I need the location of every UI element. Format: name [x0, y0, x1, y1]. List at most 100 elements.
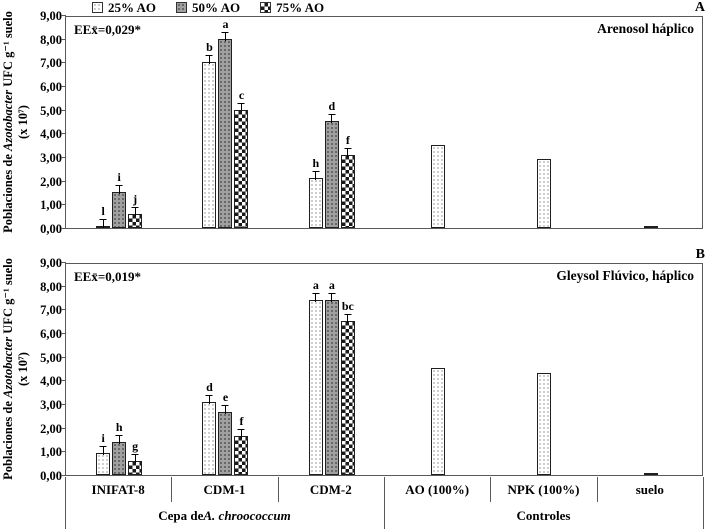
y-tick-mark: [61, 451, 66, 453]
x-category-cdm-2: CDM-2: [309, 481, 352, 497]
standard-error-annotation-a: EEx̄=0,029*: [74, 22, 141, 37]
bar-CDM-2-25% AO: h: [308, 156, 323, 228]
category-separator: [277, 477, 279, 502]
legend-item-50-ao: 50% AO: [176, 0, 240, 16]
legend-swatch-25-ao-icon: [92, 2, 103, 13]
significance-letter: g: [132, 439, 139, 453]
y-axis-title-pre: Poblaciones de: [1, 150, 15, 233]
legend-swatch-75-ao-icon: [260, 2, 272, 13]
y-tick-label: 9,00: [40, 256, 62, 270]
standard-error-annotation-b: EEx̄=0,019*: [74, 269, 141, 284]
significance-letter: f: [239, 414, 244, 428]
y-tick-label: 7,00: [40, 303, 62, 318]
significance-letter: h: [312, 156, 320, 170]
y-tick-mark: [61, 86, 66, 87]
error-bar: [344, 148, 352, 156]
y-tick-label: 4,00: [40, 127, 62, 142]
y-tick-label: 6,00: [40, 80, 62, 94]
bar-INIFAT-8-50% AO: h: [112, 420, 127, 475]
significance-letter: d: [206, 380, 213, 394]
error-bar: [312, 293, 320, 301]
error-bar: [221, 32, 229, 40]
y-tick-mark: [61, 285, 66, 287]
significance-letter: h: [115, 420, 123, 434]
significance-letter: l: [101, 204, 105, 218]
bar-suelo-suelo: [643, 226, 658, 228]
panel-title-b: Gleysol Flúvico, háplico: [556, 268, 694, 283]
error-bar: [328, 114, 336, 122]
x-category-ao-100: AO (100%): [405, 481, 470, 497]
y-tick-mark: [61, 333, 66, 334]
bar-AO (100%)-AO (100%): [431, 145, 446, 228]
group-label-controles: Controles: [384, 502, 703, 529]
legend-swatch-50-ao-icon: [176, 2, 188, 13]
y-tick-label: 5,00: [40, 350, 62, 365]
y-tick-label: 9,00: [40, 9, 62, 23]
y-tick-mark: [61, 427, 66, 429]
significance-letter: i: [117, 170, 121, 184]
bar-CDM-2-25% AO: a: [308, 278, 323, 475]
x-category-cdm-1: CDM-1: [203, 481, 246, 497]
significance-letter: b: [206, 40, 213, 54]
y-tick-label: 1,00: [40, 445, 62, 460]
bar-INIFAT-8-25% AO: l: [96, 204, 111, 228]
significance-letter: i: [101, 431, 105, 445]
y-tick-mark: [61, 262, 66, 263]
y-tick-label: 2,00: [40, 421, 62, 436]
y-tick-mark: [61, 356, 66, 358]
bar-group-AO (100%): [385, 264, 491, 475]
y-tick-label: 3,00: [40, 151, 62, 165]
error-bar: [221, 405, 229, 413]
y-tick-mark: [61, 62, 66, 64]
bar-CDM-1-75% AO: c: [234, 88, 249, 228]
group-label-controles-text: Controles: [516, 507, 571, 523]
bar-CDM-1-25% AO: d: [202, 380, 217, 475]
category-separator: [490, 477, 492, 502]
y-tick-mark: [61, 309, 66, 311]
bar-AO (100%)-AO (100%): [431, 368, 446, 475]
y-tick-mark: [61, 228, 66, 229]
bar-group-suelo: [598, 264, 704, 475]
x-category-suelo: suelo: [635, 481, 664, 497]
y-tick-mark: [61, 157, 66, 158]
legend-item-25-ao: 25% AO: [92, 0, 156, 16]
bar-CDM-2-50% AO: a: [324, 278, 339, 475]
y-tick-label: 0,00: [40, 469, 62, 483]
y-tick-mark: [61, 475, 66, 476]
bar-CDM-1-50% AO: a: [218, 17, 233, 228]
y-tick-mark: [61, 38, 66, 40]
y-tick-label: 8,00: [40, 279, 62, 294]
y-axis-title-italic: Azotobacter: [1, 336, 15, 398]
bar-INIFAT-8-50% AO: i: [112, 170, 127, 228]
y-tick-mark: [61, 380, 66, 382]
group-separator: [703, 477, 704, 529]
error-bar: [205, 55, 213, 63]
bar-INIFAT-8-75% AO: j: [128, 192, 143, 228]
bar-CDM-2-75% AO: bc: [340, 299, 355, 475]
y-tick-mark: [61, 180, 66, 182]
error-bar: [99, 446, 107, 454]
y-tick-label: 7,00: [40, 56, 62, 71]
error-bar: [312, 171, 320, 179]
y-tick-mark: [61, 109, 66, 111]
bar-group-CDM-2: h d f: [279, 17, 385, 228]
y-tick-label: 3,00: [40, 398, 62, 412]
bar-INIFAT-8-25% AO: i: [96, 431, 111, 475]
y-axis-panel-a: 0,00 1,00 2,00 3,00 4,00 5,00 6,00 7,00 8,00 9,00: [16, 9, 62, 236]
x-category-npk-100: NPK (100%): [507, 481, 580, 497]
error-bar: [99, 219, 107, 227]
y-tick-label: 4,00: [40, 374, 62, 389]
error-bar: [237, 103, 245, 111]
group-separator: [65, 477, 66, 529]
category-separator: [596, 477, 598, 502]
significance-letter: e: [222, 390, 229, 404]
group-label-cepa-pre: Cepa de: [158, 507, 204, 523]
bar-group-AO (100%): [385, 17, 491, 228]
bar-suelo-suelo: [643, 473, 658, 475]
bar-NPK (100%)-NPK (100%): [537, 159, 552, 228]
